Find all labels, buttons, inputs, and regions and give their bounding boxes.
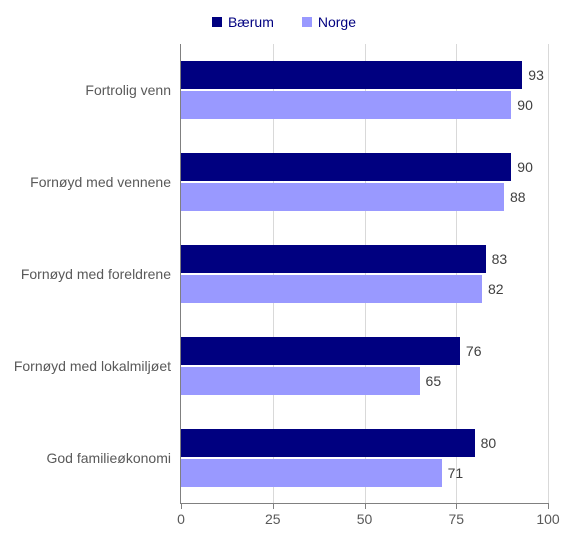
legend-label: Norge xyxy=(318,14,356,30)
legend: Bærum Norge xyxy=(20,10,548,44)
legend-item: Norge xyxy=(302,14,356,30)
bar-value-label: 93 xyxy=(528,67,544,83)
plot-area: 0255075100Fortrolig venn9390Fornøyd med … xyxy=(180,44,548,504)
x-tick-label: 75 xyxy=(448,511,464,527)
category-label: Fortrolig venn xyxy=(11,82,171,98)
x-tick-label: 100 xyxy=(536,511,559,527)
legend-swatch-baerum xyxy=(212,17,222,27)
category-label: Fornøyd med vennene xyxy=(11,174,171,190)
bar-group: Fornøyd med vennene9088 xyxy=(181,153,548,211)
bar-group: God familieøkonomi8071 xyxy=(181,429,548,487)
bar-value-label: 80 xyxy=(481,435,497,451)
bar-value-label: 71 xyxy=(448,465,464,481)
legend-label: Bærum xyxy=(228,14,274,30)
bar-group: Fornøyd med foreldrene8382 xyxy=(181,245,548,303)
bar-value-label: 90 xyxy=(517,159,533,175)
bar-baerum: 80 xyxy=(181,429,475,457)
x-tick-label: 25 xyxy=(265,511,281,527)
x-tick-mark xyxy=(181,503,182,509)
bar-norge: 90 xyxy=(181,91,511,119)
chart-container: Bærum Norge 0255075100Fortrolig venn9390… xyxy=(0,0,568,550)
x-tick-label: 50 xyxy=(357,511,373,527)
bar-value-label: 88 xyxy=(510,189,526,205)
bar-norge: 65 xyxy=(181,367,420,395)
category-label: Fornøyd med lokalmiljøet xyxy=(11,358,171,374)
bar-group: Fornøyd med lokalmiljøet7665 xyxy=(181,337,548,395)
bar-value-label: 90 xyxy=(517,97,533,113)
bar-norge: 88 xyxy=(181,183,504,211)
bar-value-label: 65 xyxy=(426,373,442,389)
bar-baerum: 93 xyxy=(181,61,522,89)
bar-baerum: 90 xyxy=(181,153,511,181)
x-tick-label: 0 xyxy=(177,511,185,527)
legend-swatch-norge xyxy=(302,17,312,27)
x-tick-mark xyxy=(273,503,274,509)
gridline xyxy=(548,44,549,503)
category-label: God familieøkonomi xyxy=(11,450,171,466)
bar-norge: 82 xyxy=(181,275,482,303)
bar-group: Fortrolig venn9390 xyxy=(181,61,548,119)
category-label: Fornøyd med foreldrene xyxy=(11,266,171,282)
x-tick-mark xyxy=(365,503,366,509)
bar-baerum: 76 xyxy=(181,337,460,365)
bar-value-label: 82 xyxy=(488,281,504,297)
bar-norge: 71 xyxy=(181,459,442,487)
bar-value-label: 83 xyxy=(492,251,508,267)
bar-baerum: 83 xyxy=(181,245,486,273)
legend-item: Bærum xyxy=(212,14,274,30)
x-tick-mark xyxy=(548,503,549,509)
x-tick-mark xyxy=(456,503,457,509)
bar-value-label: 76 xyxy=(466,343,482,359)
